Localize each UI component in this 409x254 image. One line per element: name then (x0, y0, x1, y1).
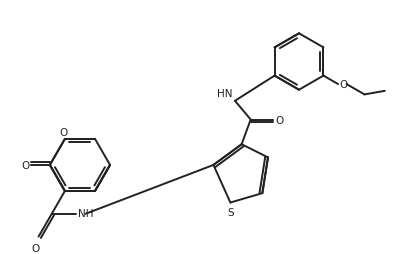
Text: O: O (338, 80, 346, 90)
Text: O: O (274, 115, 283, 125)
Text: O: O (21, 160, 29, 170)
Text: NH: NH (78, 208, 93, 218)
Text: HN: HN (216, 89, 231, 99)
Text: S: S (227, 208, 233, 217)
Text: O: O (31, 243, 40, 253)
Text: O: O (60, 128, 68, 137)
